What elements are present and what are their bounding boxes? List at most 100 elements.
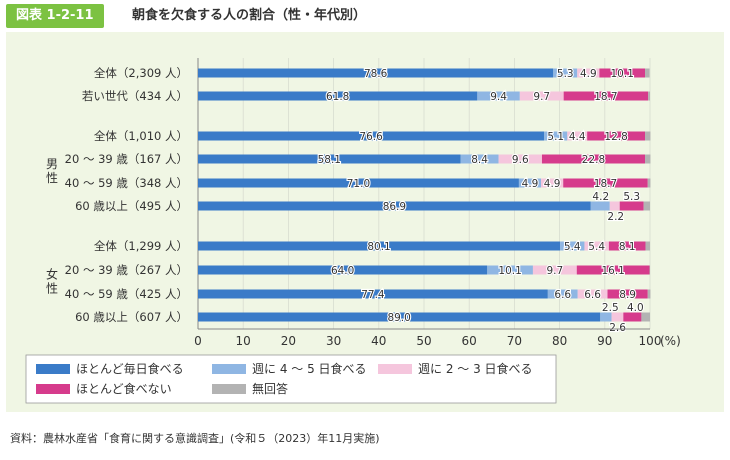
bar-segment xyxy=(645,154,651,164)
data-label: 89.0 xyxy=(387,312,410,324)
bar-segment xyxy=(532,265,577,275)
legend-label: 無回答 xyxy=(252,381,288,396)
data-label: 5.4 xyxy=(564,241,581,253)
legend-label: ほとんど食べない xyxy=(76,381,172,396)
legend-swatch xyxy=(212,364,246,374)
data-label: 8.4 xyxy=(471,154,488,166)
x-tick-label: 40 xyxy=(371,334,386,348)
bar-segment xyxy=(553,68,578,78)
bar-segment xyxy=(198,154,461,164)
x-tick-label: 60 xyxy=(462,334,477,348)
data-label: 4.4 xyxy=(569,131,586,143)
group-label: 女性 xyxy=(46,267,58,296)
bar-segment xyxy=(198,289,548,299)
bar-segment xyxy=(547,289,578,299)
x-tick-label: 0 xyxy=(194,334,202,348)
data-label: 8.9 xyxy=(619,289,636,301)
bar-segment xyxy=(648,91,650,101)
bar-segment xyxy=(198,91,478,101)
bar-segment xyxy=(608,241,646,251)
bar-segment xyxy=(611,312,624,322)
category-label: 全体（1,010 人） xyxy=(94,129,188,143)
data-label: 9.4 xyxy=(490,91,507,103)
x-tick-label: 30 xyxy=(326,334,341,348)
category-label: 全体（2,309 人） xyxy=(94,66,188,80)
data-label: 58.1 xyxy=(318,154,341,166)
legend-swatch xyxy=(36,364,70,374)
bar-segment xyxy=(647,289,651,299)
bar-segment xyxy=(541,154,646,164)
bar-segment xyxy=(198,265,488,275)
bar-segment xyxy=(198,312,601,322)
bar-segment xyxy=(576,265,650,275)
bar-segment xyxy=(609,201,620,211)
data-label: 6.6 xyxy=(554,289,571,301)
bar-segment xyxy=(645,131,651,141)
data-label: 2.6 xyxy=(609,322,626,334)
legend-label: ほとんど毎日食べる xyxy=(76,361,184,376)
bar-segment xyxy=(541,178,564,188)
data-label: 5.3 xyxy=(557,68,574,80)
data-label: 9.7 xyxy=(547,265,564,277)
data-label: 78.6 xyxy=(364,68,388,80)
category-label: 60 歳以上（607 人） xyxy=(75,310,188,324)
data-label: 9.6 xyxy=(512,154,529,166)
legend-swatch xyxy=(378,364,412,374)
category-label: 60 歳以上（495 人） xyxy=(75,199,188,213)
category-label: 全体（1,299 人） xyxy=(94,239,188,253)
data-label: 4.9 xyxy=(580,68,597,80)
bar-segment xyxy=(619,201,644,211)
bar-segment xyxy=(600,312,612,322)
bar-segment xyxy=(645,68,650,78)
data-label: 61.8 xyxy=(326,91,349,103)
data-label: 18.7 xyxy=(594,178,617,190)
bar-segment xyxy=(643,201,650,211)
stacked-bar-chart: 78.6 5.3 4.9 10.1 61.8 9.4 9.7 18.7 76.6 5.1 4.4 12… xyxy=(25,58,681,404)
chart-panel: 78.6 5.3 4.9 10.1 61.8 9.4 9.7 18.7 76.6 5.1 4.4 12… xyxy=(6,32,724,412)
bar-segment xyxy=(198,68,554,78)
group-label: 男性 xyxy=(46,157,58,185)
bar-segment xyxy=(477,91,520,101)
bar-segment xyxy=(623,312,642,322)
legend-swatch xyxy=(212,384,246,394)
data-label: 12.8 xyxy=(604,131,627,143)
category-label: 20 ～ 39 歳（167 人） xyxy=(65,152,188,166)
data-label: 71.0 xyxy=(347,178,370,190)
data-label: 2.5 xyxy=(602,302,619,314)
legend-swatch xyxy=(36,384,70,394)
bar-segment xyxy=(577,289,608,299)
data-label: 64.0 xyxy=(331,265,354,277)
bar-segment xyxy=(487,265,533,275)
legend-box xyxy=(25,354,557,404)
x-tick-label: 50 xyxy=(416,334,431,348)
data-label: 10.1 xyxy=(498,265,521,277)
data-label: 9.7 xyxy=(533,91,550,103)
bar-segment xyxy=(460,154,499,164)
data-label: 8.1 xyxy=(619,241,636,253)
x-tick-label: 10 xyxy=(236,334,251,348)
bar-segment xyxy=(645,241,650,251)
bar-segment xyxy=(587,131,646,141)
data-label: 16.1 xyxy=(601,265,624,277)
category-label: 若い世代（434 人） xyxy=(82,89,188,103)
bar-segment xyxy=(599,68,646,78)
category-label: 20 ～ 39 歳（267 人） xyxy=(65,263,188,277)
bar-segment xyxy=(544,131,568,141)
x-tick-label: 100 xyxy=(639,334,662,348)
bar-segment xyxy=(198,241,561,251)
x-tick-label: 80 xyxy=(552,334,567,348)
bar-segment xyxy=(584,241,609,251)
figure-title: 朝食を欠食する人の割合（性・年代別） xyxy=(132,8,367,23)
bar-segment xyxy=(518,178,542,188)
data-label: 2.2 xyxy=(607,211,624,223)
legend-label: 週に 2 ～ 3 日食べる xyxy=(418,361,533,376)
x-tick-label: 20 xyxy=(281,334,296,348)
bar-segment xyxy=(560,241,585,251)
data-label: 5.1 xyxy=(547,131,564,143)
bar-segment xyxy=(519,91,564,101)
category-label: 40 ～ 59 歳（425 人） xyxy=(65,287,188,301)
bar-segment xyxy=(198,201,591,211)
data-label: 77.4 xyxy=(361,289,385,301)
bar-segment xyxy=(577,68,600,78)
